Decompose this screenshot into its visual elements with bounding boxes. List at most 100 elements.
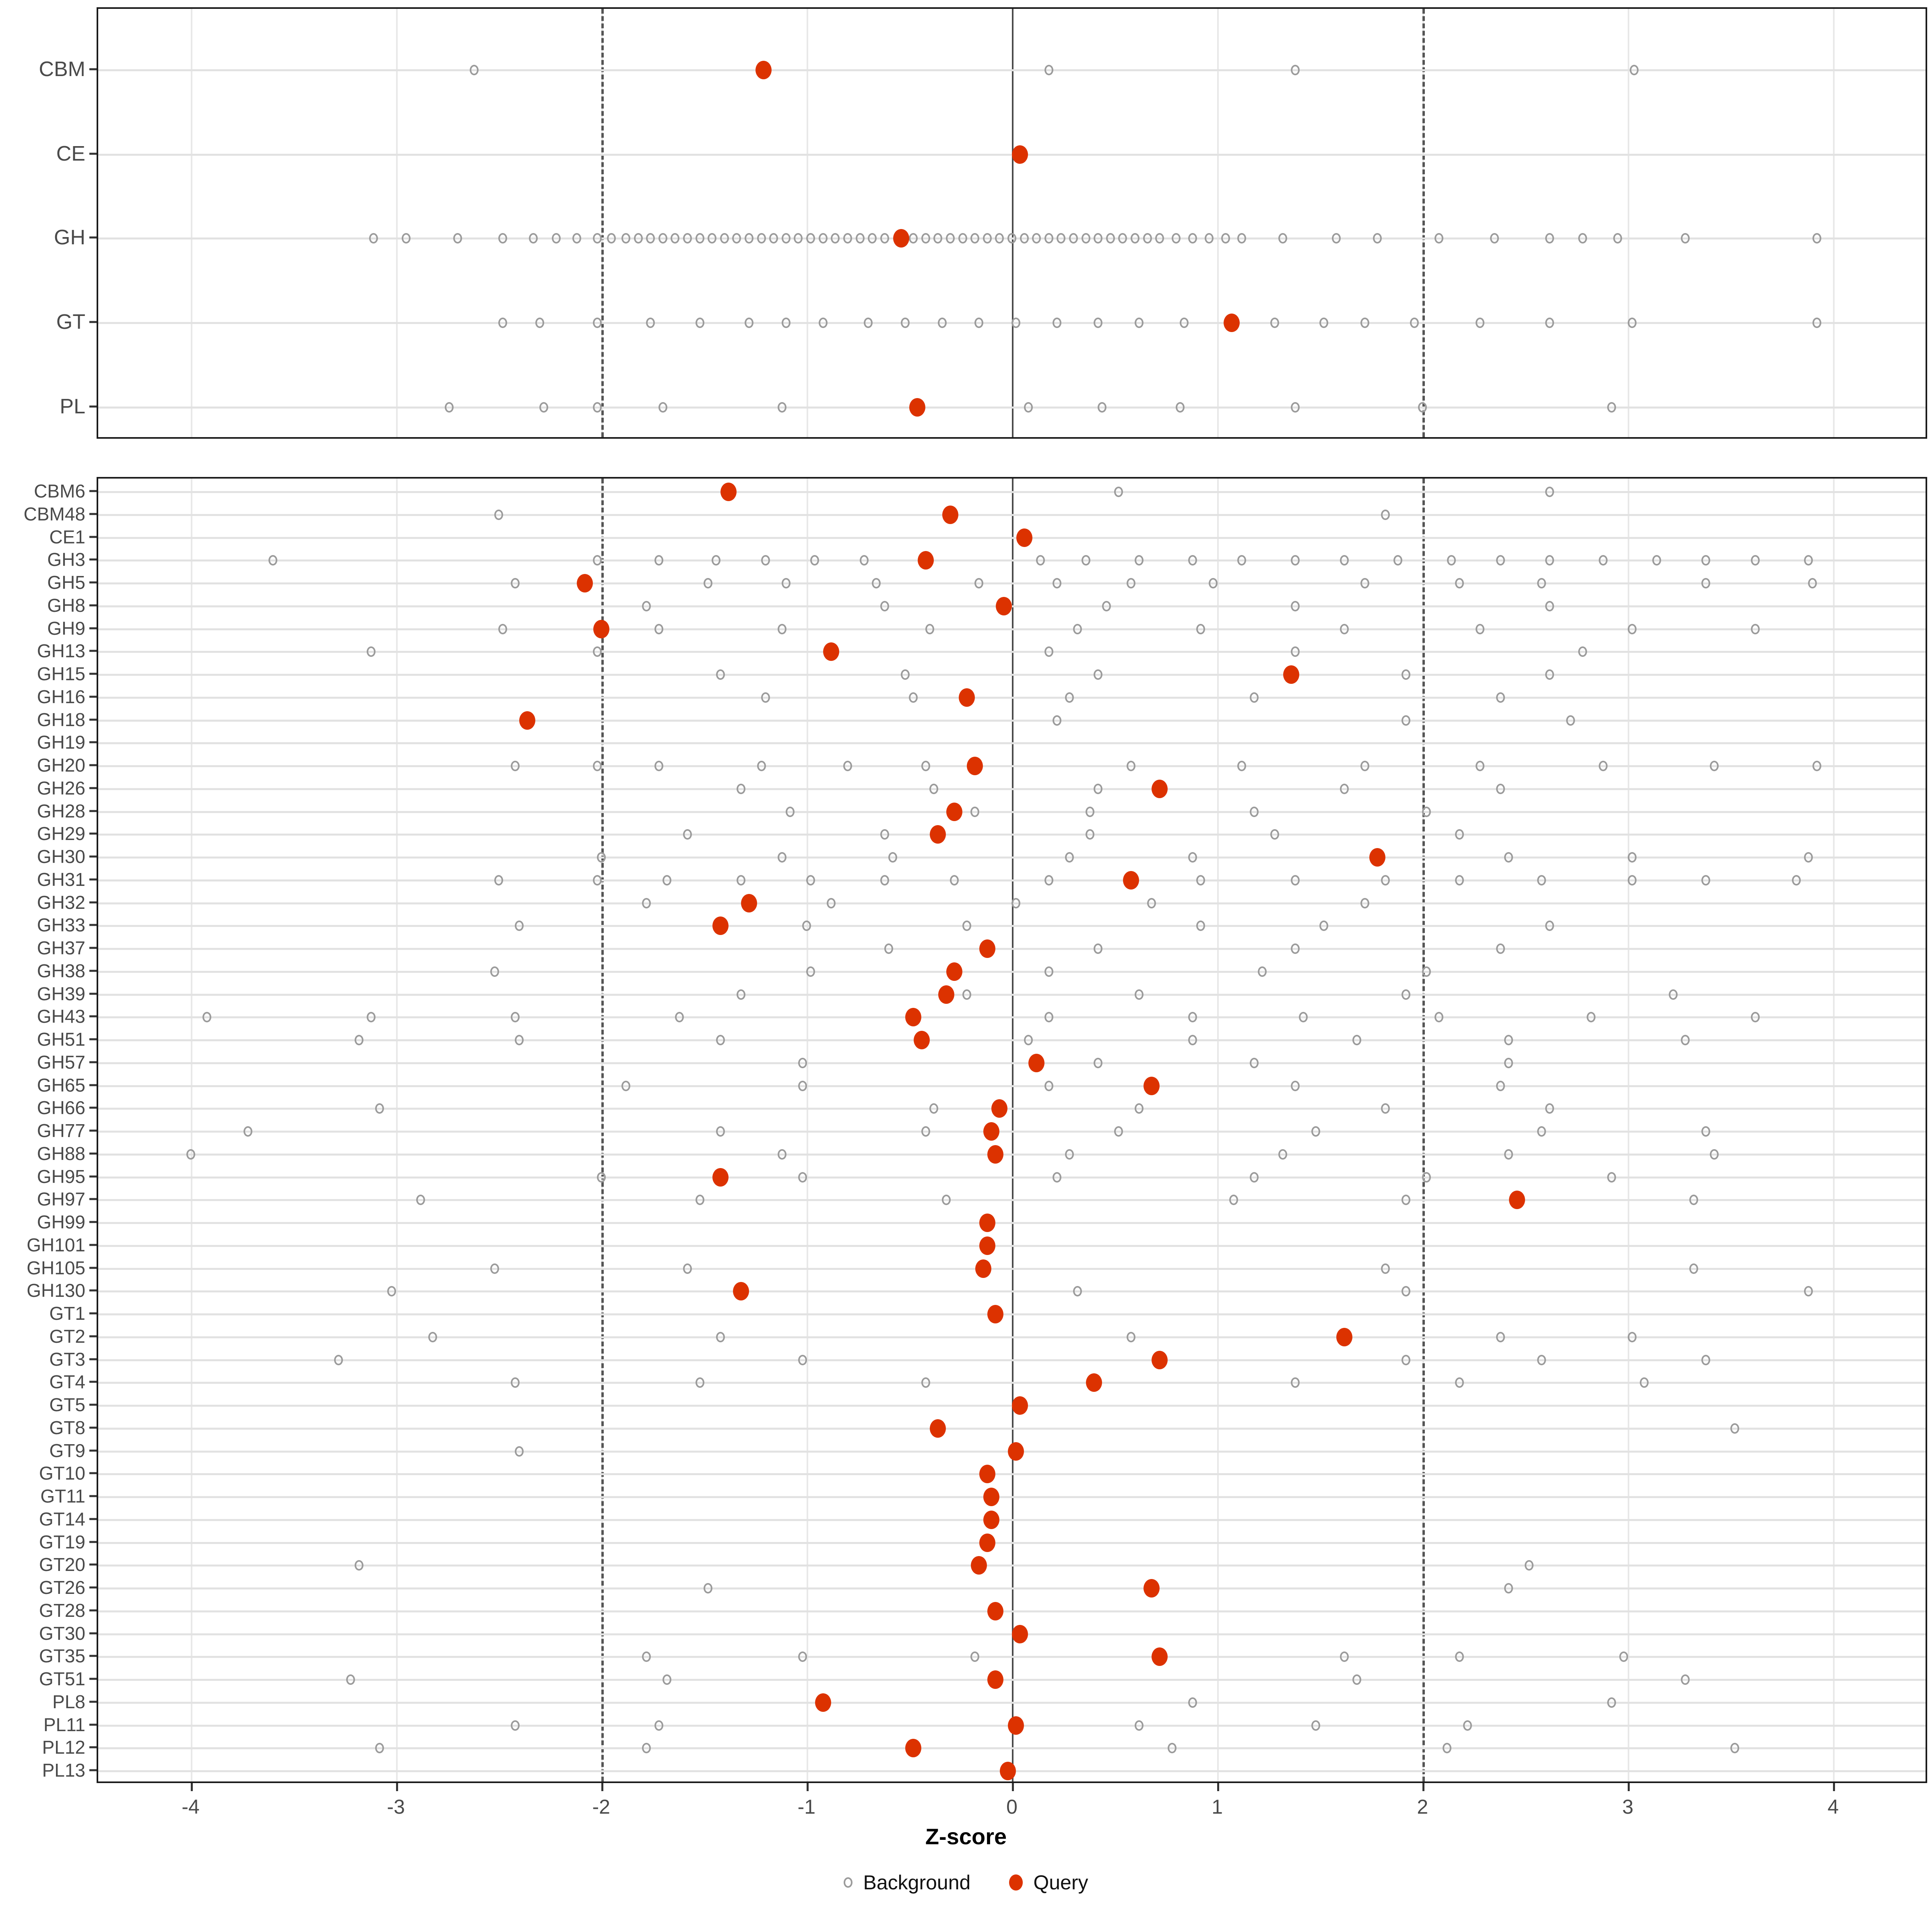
- background-point: [786, 806, 795, 817]
- query-point: [1509, 1191, 1525, 1210]
- background-point: [375, 1743, 384, 1754]
- background-point: [704, 578, 713, 588]
- background-point: [1701, 1354, 1711, 1365]
- y-tick: [89, 1404, 97, 1406]
- background-point: [1290, 646, 1300, 657]
- background-point: [1147, 898, 1156, 908]
- background-point: [1545, 1103, 1554, 1114]
- y-tick: [89, 650, 97, 652]
- background-point: [1447, 555, 1456, 566]
- background-point: [1069, 233, 1078, 244]
- background-point: [1504, 1583, 1513, 1593]
- background-point: [777, 623, 786, 634]
- background-point: [798, 1651, 807, 1662]
- background-point: [806, 875, 815, 886]
- background-point: [1135, 318, 1144, 328]
- background-point: [736, 875, 745, 886]
- background-point: [1402, 1195, 1411, 1205]
- background-point: [695, 233, 704, 244]
- background-point: [1221, 233, 1230, 244]
- background-point: [498, 318, 507, 328]
- background-point: [929, 1103, 939, 1114]
- background-point: [884, 943, 893, 954]
- background-point: [1360, 898, 1370, 908]
- family-label-gh130: GH130: [27, 1280, 85, 1301]
- query-point: [1143, 1076, 1160, 1095]
- query-point: [1369, 848, 1385, 867]
- background-point: [1566, 715, 1575, 726]
- family-label-gt10: GT10: [39, 1463, 85, 1484]
- family-label-gh38: GH38: [37, 960, 85, 981]
- background-point: [1011, 898, 1021, 908]
- background-point: [1381, 509, 1390, 520]
- row-gridline: [98, 582, 1926, 584]
- family-label-cbm6: CBM6: [34, 481, 85, 502]
- row-gridline: [98, 605, 1926, 607]
- row-gridline: [98, 1267, 1926, 1270]
- background-point: [1098, 402, 1107, 413]
- background-point: [716, 669, 725, 680]
- background-point: [970, 1651, 980, 1662]
- background-point: [1135, 555, 1144, 566]
- threshold-line--2: [601, 479, 604, 1781]
- background-point: [1176, 402, 1185, 413]
- background-point: [872, 578, 881, 588]
- background-point: [937, 318, 947, 328]
- background-point: [1180, 318, 1189, 328]
- background-point: [1709, 761, 1719, 771]
- family-label-gh29: GH29: [37, 823, 85, 844]
- background-point: [1352, 1035, 1361, 1045]
- row-gridline: [98, 1153, 1926, 1156]
- y-tick: [89, 581, 97, 584]
- background-point: [1545, 233, 1554, 244]
- row-gridline: [98, 879, 1926, 881]
- background-point: [781, 233, 791, 244]
- background-point: [346, 1674, 355, 1685]
- background-point: [1094, 318, 1103, 328]
- y-tick: [89, 787, 97, 789]
- row-gridline: [98, 696, 1926, 699]
- background-point: [1627, 623, 1637, 634]
- background-point: [510, 1012, 520, 1023]
- query-point: [983, 1122, 999, 1141]
- background-point: [1701, 1126, 1711, 1137]
- gridline-x-1: [1217, 479, 1219, 1781]
- family-label-ce1: CE1: [49, 526, 85, 547]
- background-point: [1340, 783, 1349, 794]
- background-point: [1496, 943, 1505, 954]
- background-point: [1496, 692, 1505, 703]
- background-point: [1455, 578, 1464, 588]
- background-point: [958, 233, 967, 244]
- background-point: [387, 1286, 396, 1297]
- row-gridline: [98, 1565, 1926, 1567]
- background-point: [1812, 233, 1821, 244]
- y-tick: [89, 1106, 97, 1109]
- background-point: [1496, 1080, 1505, 1091]
- y-tick: [89, 1655, 97, 1657]
- background-point: [1490, 233, 1499, 244]
- background-point: [974, 578, 984, 588]
- background-point: [607, 233, 616, 244]
- background-point: [1024, 1035, 1033, 1045]
- family-label-gt26: GT26: [39, 1577, 85, 1598]
- background-point: [1118, 233, 1127, 244]
- y-tick: [89, 604, 97, 607]
- y-tick: [89, 536, 97, 538]
- background-point: [950, 875, 959, 886]
- background-point: [658, 233, 667, 244]
- background-point: [1053, 715, 1062, 726]
- background-point: [921, 761, 930, 771]
- y-tick: [89, 627, 97, 629]
- background-point: [1455, 829, 1464, 840]
- background-point: [539, 402, 548, 413]
- y-tick: [89, 1472, 97, 1474]
- family-label-cbm48: CBM48: [23, 503, 85, 524]
- family-label-gt3: GT3: [49, 1348, 85, 1370]
- background-point: [1290, 875, 1300, 886]
- background-point: [1613, 233, 1622, 244]
- background-point: [781, 578, 791, 588]
- background-point: [880, 233, 889, 244]
- background-point: [1085, 806, 1094, 817]
- background-point: [1208, 578, 1218, 588]
- query-point: [987, 1602, 1004, 1620]
